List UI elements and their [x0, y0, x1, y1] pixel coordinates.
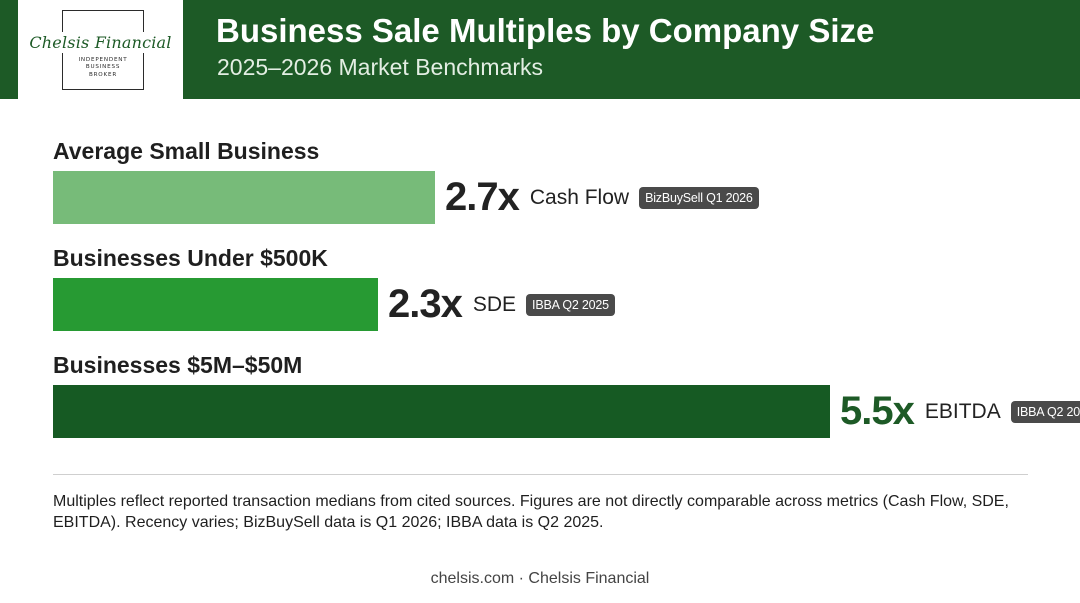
- metric-label: EBITDA: [924, 399, 1001, 423]
- bar: [53, 385, 830, 438]
- bar: [53, 278, 378, 331]
- value-annotation: 5.5x EBITDA IBBA Q2 2025: [840, 385, 1080, 438]
- source-badge: IBBA Q2 2025: [1010, 400, 1080, 423]
- header-banner: Chelsis Financial INDEPENDENT BUSINESS B…: [0, 0, 1080, 99]
- company-logo: Chelsis Financial INDEPENDENT BUSINESS B…: [18, 0, 183, 99]
- logo-tagline-line: BROKER: [88, 71, 118, 78]
- metric-label: Cash Flow: [529, 185, 630, 209]
- footnote: Multiples reflect reported transaction m…: [53, 493, 1009, 531]
- category-label: Average Small Business: [53, 138, 320, 164]
- value-annotation: 2.3x SDE IBBA Q2 2025: [388, 278, 615, 331]
- metric-label: SDE: [472, 292, 517, 316]
- logo-tagline: INDEPENDENT BUSINESS BROKER: [62, 57, 144, 79]
- divider: [53, 474, 1028, 475]
- category-label: Businesses Under $500K: [53, 245, 328, 271]
- footer-credit: chelsis.com · Chelsis Financial: [430, 570, 650, 587]
- page-subtitle: 2025–2026 Market Benchmarks: [217, 54, 544, 80]
- value-label: 2.7x: [445, 175, 520, 219]
- source-badge: IBBA Q2 2025: [526, 293, 615, 316]
- value-label: 5.5x: [840, 389, 915, 433]
- value-label: 2.3x: [388, 282, 463, 326]
- page-title: Business Sale Multiples by Company Size: [216, 12, 875, 49]
- logo-tagline-line: BUSINESS: [85, 64, 121, 71]
- source-badge: BizBuySell Q1 2026: [639, 186, 759, 209]
- value-annotation: 2.7x Cash Flow BizBuySell Q1 2026: [445, 171, 759, 224]
- logo-tagline-line: INDEPENDENT: [78, 57, 128, 63]
- logo-name: Chelsis Financial: [18, 32, 183, 53]
- bar: [53, 171, 435, 224]
- category-label: Businesses $5M–$50M: [53, 352, 303, 378]
